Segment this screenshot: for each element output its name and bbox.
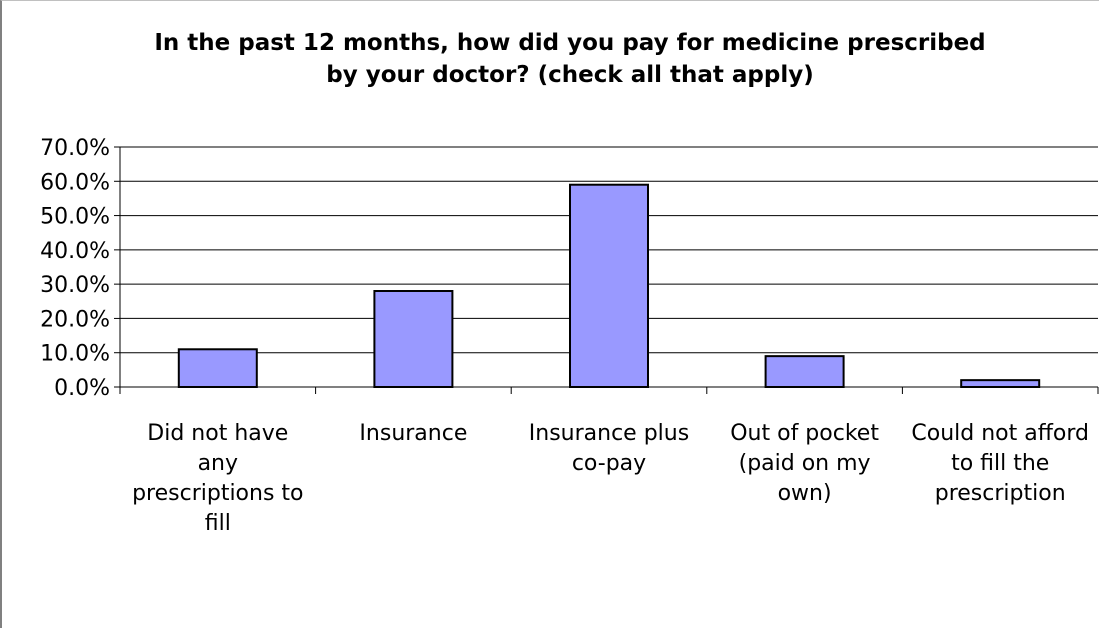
y-tick-labels: 0.0% 10.0% 20.0% 30.0% 40.0% 50.0% 60.0% 70.0% <box>40 136 110 401</box>
bar <box>177 348 258 388</box>
y-tick-label: 70.0% <box>40 136 110 161</box>
category-label-line: any <box>198 451 238 476</box>
bar <box>373 290 454 388</box>
category-label: Could not afford to fill the prescription <box>911 421 1089 506</box>
y-tick-label: 30.0% <box>40 273 110 298</box>
category-label: Out of pocket (paid on my own) <box>730 421 879 506</box>
category-label-line: prescriptions to <box>132 481 303 506</box>
category-label-line: Out of pocket <box>730 421 879 446</box>
category-label: Insurance plus co-pay <box>529 421 689 476</box>
category-label-line: Could not afford <box>911 421 1089 446</box>
y-tick-label: 50.0% <box>40 205 110 230</box>
category-label-line: prescription <box>935 481 1066 506</box>
y-tick-label: 60.0% <box>40 170 110 195</box>
bar <box>764 355 845 388</box>
y-tick-label: 10.0% <box>40 342 110 367</box>
y-tick-label: 0.0% <box>54 376 110 401</box>
y-tick-label: 40.0% <box>40 239 110 264</box>
category-label-line: (paid on my <box>739 451 871 476</box>
bar <box>960 379 1041 388</box>
chart-title: In the past 12 months, how did you pay f… <box>154 30 986 88</box>
category-label-line: co-pay <box>572 451 646 476</box>
category-label: Insurance <box>359 421 467 446</box>
category-label-line: Insurance <box>359 421 467 446</box>
y-tick-label: 20.0% <box>40 307 110 332</box>
category-labels: Did not have any prescriptions to fill Insur… <box>132 421 1089 536</box>
category-label-line: Insurance plus <box>529 421 689 446</box>
category-label-line: Did not have <box>147 421 288 446</box>
category-label: Did not have any prescriptions to fill <box>132 421 303 536</box>
bars <box>177 183 1041 388</box>
category-label-line: fill <box>205 511 231 536</box>
category-label-line: to fill the <box>951 451 1049 476</box>
axes <box>114 146 1099 394</box>
category-label-line: own) <box>778 481 832 506</box>
bar <box>569 183 649 388</box>
